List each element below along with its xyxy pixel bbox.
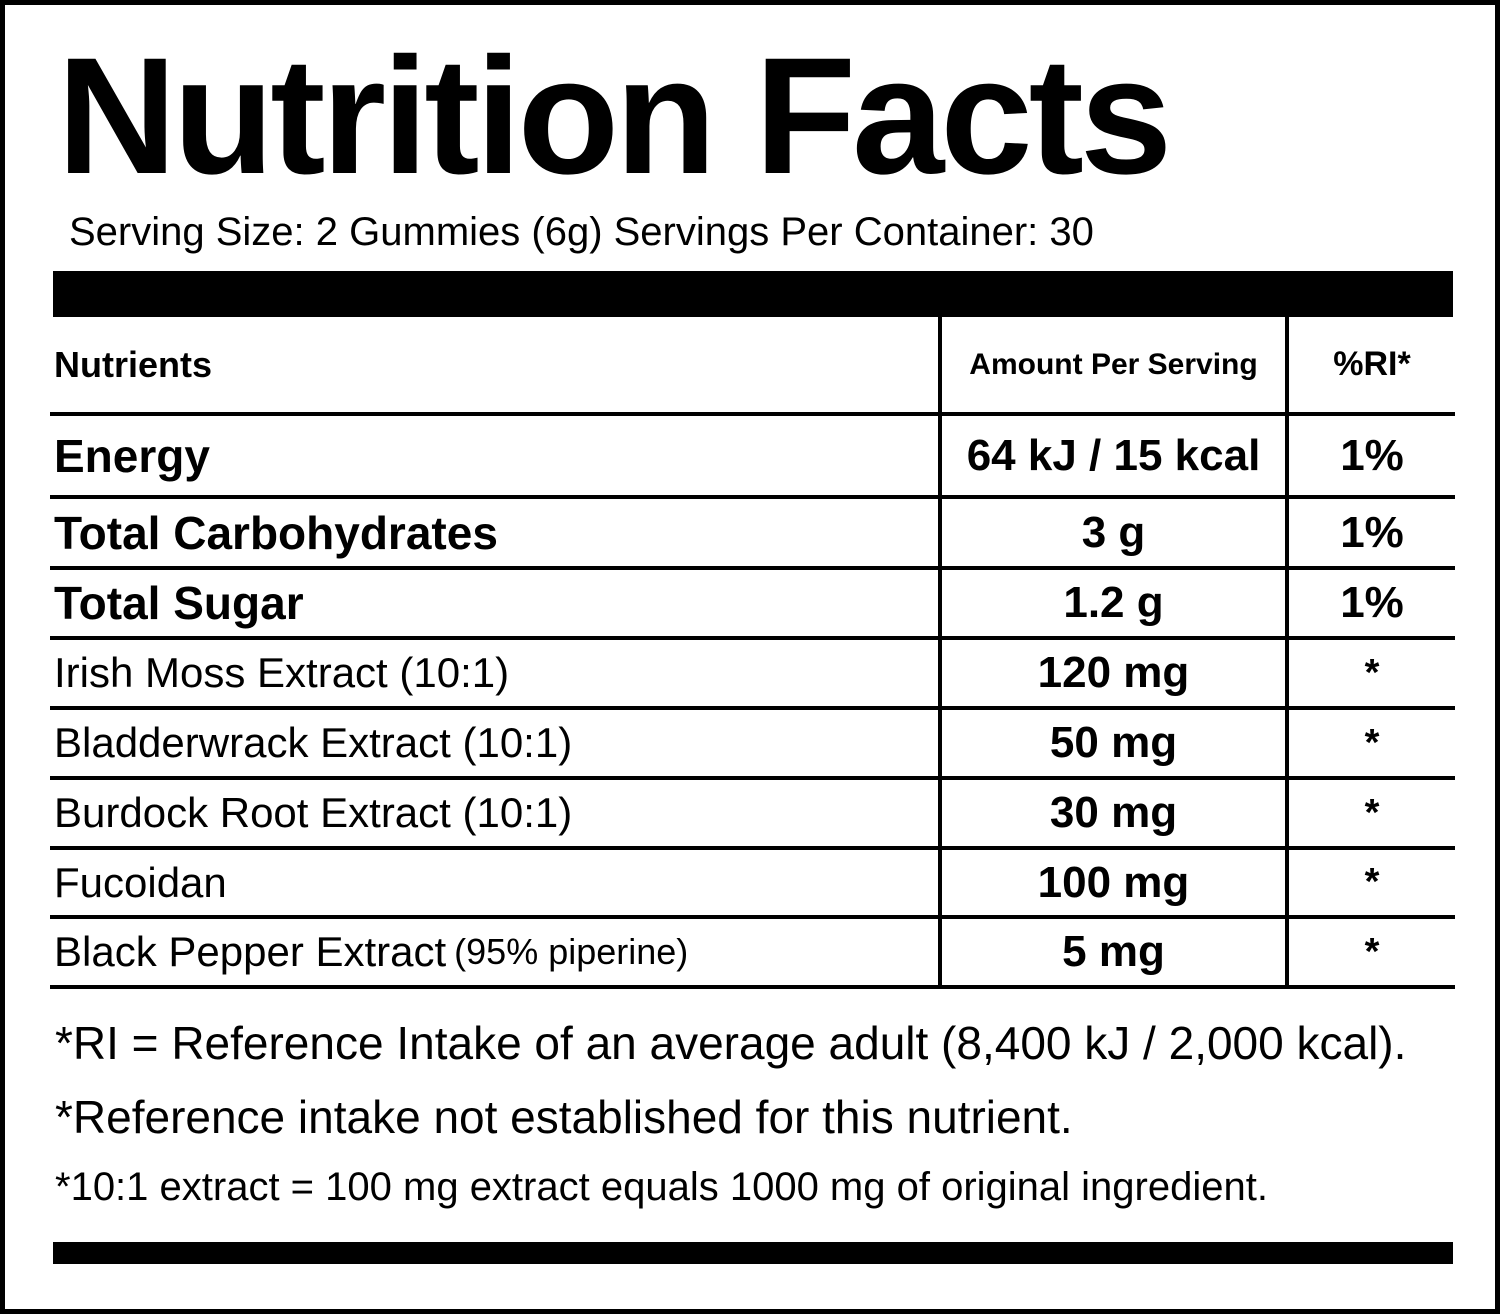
table-row: Energy 64 kJ / 15 kcal 1% xyxy=(50,416,1455,499)
nutrient-ri: 1% xyxy=(1340,507,1404,557)
bottom-divider-bar xyxy=(53,1242,1453,1264)
nutrient-amount: 100 mg xyxy=(1037,857,1190,907)
table-header-row: Nutrients Amount Per Serving %RI* xyxy=(50,317,1455,416)
nutrient-name: Bladderwrack Extract (10:1) xyxy=(54,719,573,766)
table-row: Irish Moss Extract (10:1) 120 mg * xyxy=(50,640,1455,710)
nutrient-name: Total Carbohydrates xyxy=(54,506,498,559)
footnote-ri-not-established: *Reference intake not established for th… xyxy=(55,1091,1073,1143)
nutrient-name: Black Pepper Extract xyxy=(54,928,447,975)
nutrient-amount: 64 kJ / 15 kcal xyxy=(966,430,1261,480)
nutrient-amount: 120 mg xyxy=(1037,648,1190,697)
column-divider xyxy=(1285,317,1289,987)
nutrient-ri: * xyxy=(1364,791,1380,834)
nutrient-amount: 1.2 g xyxy=(1063,578,1164,627)
nutrient-name: Irish Moss Extract (10:1) xyxy=(54,649,510,696)
table-row: Burdock Root Extract (10:1) 30 mg * xyxy=(50,780,1455,850)
footnote-extract-ratio: *10:1 extract = 100 mg extract equals 10… xyxy=(55,1165,1268,1209)
table-row: Fucoidan 100 mg * xyxy=(50,850,1455,919)
nutrient-ri: * xyxy=(1364,651,1380,694)
top-divider-bar xyxy=(53,271,1453,317)
nutrient-ri: * xyxy=(1364,930,1380,973)
header-ri: %RI* xyxy=(1333,345,1411,383)
serving-info: Serving Size: 2 Gummies (6g) Servings Pe… xyxy=(69,210,1094,254)
table-row: Bladderwrack Extract (10:1) 50 mg * xyxy=(50,710,1455,780)
nutrient-ri: 1% xyxy=(1340,578,1404,627)
nutrient-name: Total Sugar xyxy=(54,577,304,629)
nutrient-name: Fucoidan xyxy=(54,858,227,906)
page-title: Nutrition Facts xyxy=(57,24,1172,209)
nutrient-amount: 50 mg xyxy=(1049,718,1178,767)
nutrient-ri: * xyxy=(1364,721,1380,764)
table-row: Total Carbohydrates 3 g 1% xyxy=(50,499,1455,570)
column-divider xyxy=(938,317,942,987)
nutrient-name-note: (95% piperine) xyxy=(454,931,689,972)
nutrient-name: Energy xyxy=(54,429,210,482)
nutrient-amount: 5 mg xyxy=(1062,927,1165,976)
nutrient-ri: * xyxy=(1364,861,1380,903)
nutrient-name: Burdock Root Extract (10:1) xyxy=(54,789,573,836)
nutrient-ri: 1% xyxy=(1340,430,1404,480)
nutrient-name-cell: Black Pepper Extract (95% piperine) xyxy=(54,919,934,985)
footnote-ri-definition: *RI = Reference Intake of an average adu… xyxy=(55,1017,1407,1069)
table-row: Total Sugar 1.2 g 1% xyxy=(50,570,1455,640)
nutrient-amount: 30 mg xyxy=(1049,788,1178,837)
nutrient-amount: 3 g xyxy=(1081,507,1146,557)
header-amount: Amount Per Serving xyxy=(969,347,1258,381)
header-nutrients: Nutrients xyxy=(54,343,213,385)
table-row: Black Pepper Extract (95% piperine) 5 mg … xyxy=(50,919,1455,989)
